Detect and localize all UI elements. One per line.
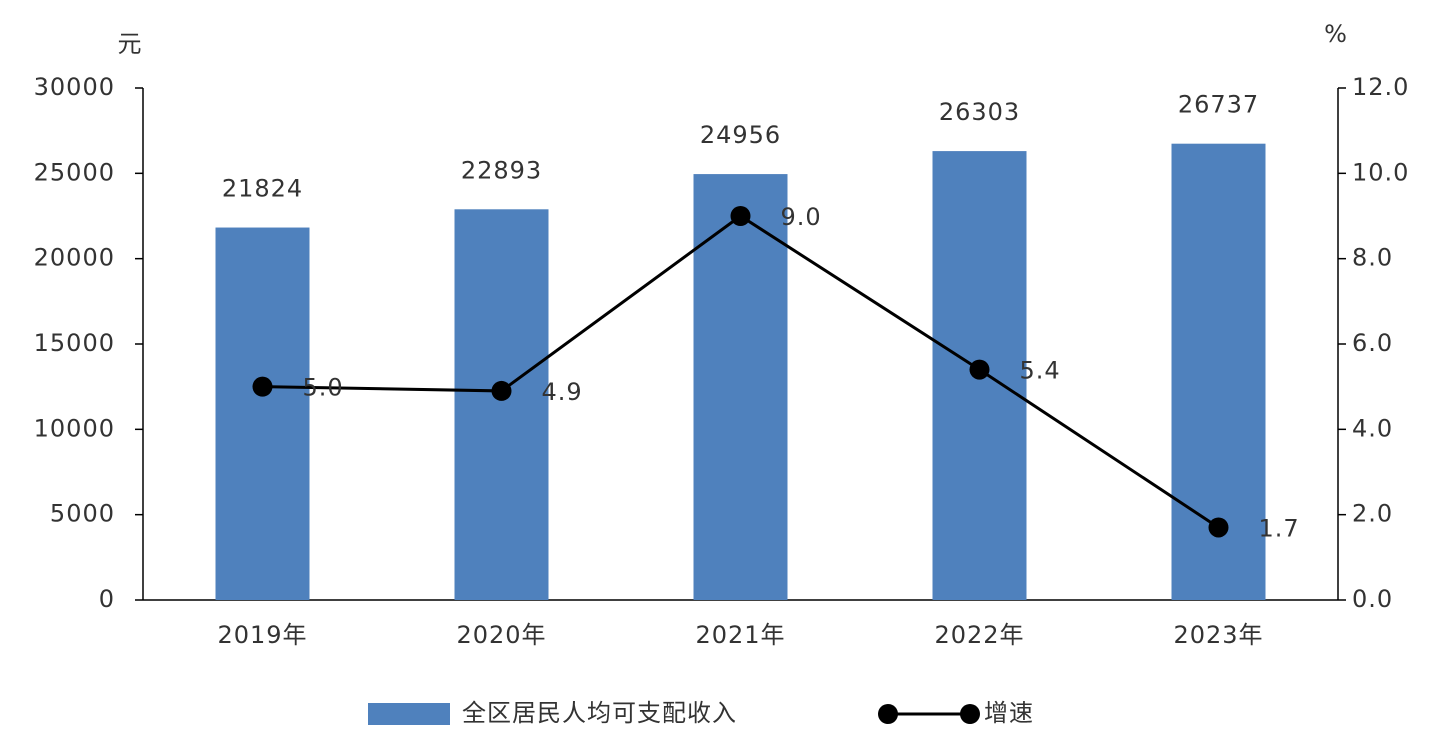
y-tick-label: 0 bbox=[99, 585, 115, 613]
bar bbox=[215, 227, 310, 601]
data-label: 5.4 bbox=[1020, 357, 1061, 385]
legend-marker bbox=[878, 704, 898, 724]
y-axis-unit: 元 bbox=[118, 30, 143, 58]
data-label: 22893 bbox=[461, 156, 542, 184]
data-label: 26737 bbox=[1178, 91, 1259, 119]
y-tick-label: 10000 bbox=[34, 414, 115, 442]
line-marker bbox=[730, 206, 751, 226]
legend-label: 全区居民人均可支配收入 bbox=[462, 699, 737, 727]
data-label: 9.0 bbox=[781, 203, 822, 231]
data-label: 5.0 bbox=[303, 374, 344, 402]
data-label: 4.9 bbox=[542, 378, 583, 406]
y2-tick-label: 8.0 bbox=[1352, 244, 1393, 272]
legend-marker bbox=[960, 704, 980, 724]
y2-tick-label: 6.0 bbox=[1352, 329, 1393, 357]
y-tick-label: 30000 bbox=[34, 73, 115, 101]
line-marker bbox=[969, 359, 990, 380]
y2-axis-unit: % bbox=[1324, 20, 1348, 48]
y-tick-label: 20000 bbox=[34, 244, 115, 272]
x-tick-label: 2019年 bbox=[217, 621, 307, 649]
line-marker bbox=[491, 380, 512, 401]
data-label: 1.7 bbox=[1259, 514, 1300, 542]
data-label: 24956 bbox=[700, 121, 781, 149]
y2-tick-label: 0.0 bbox=[1352, 585, 1393, 613]
y2-tick-label: 10.0 bbox=[1352, 158, 1409, 186]
bar bbox=[693, 174, 788, 600]
y2-tick-label: 12.0 bbox=[1352, 73, 1409, 101]
legend-swatch bbox=[368, 703, 450, 725]
y-tick-label: 15000 bbox=[34, 329, 115, 357]
legend-label: 增速 bbox=[984, 699, 1034, 727]
line-marker bbox=[1208, 517, 1229, 538]
y2-tick-label: 4.0 bbox=[1352, 414, 1393, 442]
bar bbox=[454, 209, 549, 601]
data-label: 26303 bbox=[939, 98, 1020, 126]
line-marker bbox=[252, 376, 273, 397]
x-tick-label: 2023年 bbox=[1173, 621, 1263, 649]
data-label: 21824 bbox=[222, 175, 303, 203]
y-tick-label: 25000 bbox=[34, 158, 115, 186]
x-tick-label: 2021年 bbox=[695, 621, 785, 649]
x-tick-label: 2020年 bbox=[456, 621, 546, 649]
x-tick-label: 2022年 bbox=[934, 621, 1024, 649]
y-tick-label: 5000 bbox=[50, 500, 115, 528]
y2-tick-label: 2.0 bbox=[1352, 500, 1393, 528]
